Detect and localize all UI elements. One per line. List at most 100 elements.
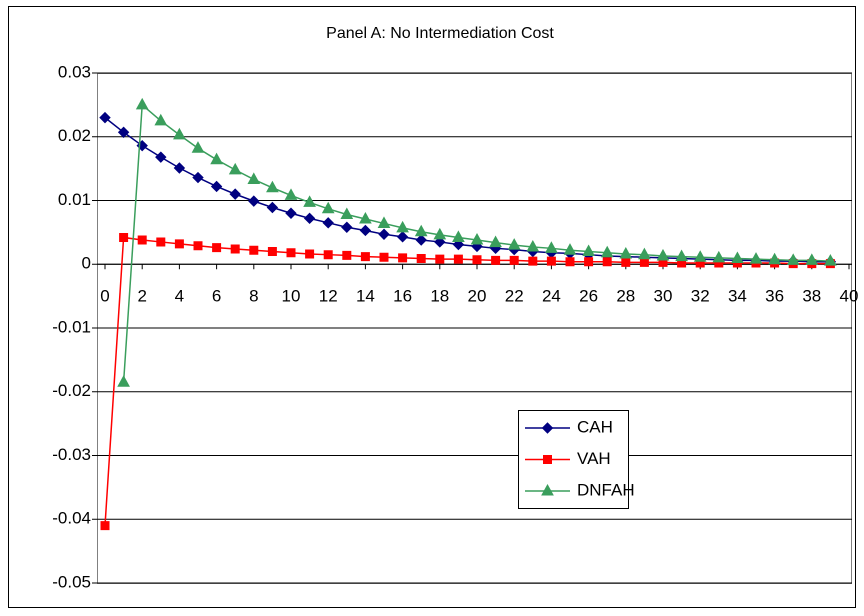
y-tick-label: -0.02 (52, 381, 91, 400)
x-tick-label: 8 (249, 287, 258, 306)
marker (173, 162, 186, 174)
marker (489, 235, 502, 248)
marker (156, 237, 166, 247)
marker (546, 256, 556, 266)
marker (228, 162, 242, 175)
y-tick-label: -0.03 (52, 445, 91, 464)
marker (267, 247, 277, 256)
marker (563, 243, 577, 255)
marker (619, 247, 633, 259)
marker (303, 212, 316, 225)
marker (693, 250, 707, 262)
marker (377, 216, 391, 228)
marker (528, 256, 538, 266)
marker (805, 253, 819, 265)
marker (249, 245, 259, 255)
marker (786, 253, 800, 265)
marker (507, 238, 521, 250)
marker (99, 111, 111, 124)
marker (359, 224, 372, 237)
x-tick-label: 24 (542, 287, 561, 306)
marker (342, 250, 352, 260)
marker (359, 211, 372, 224)
marker (212, 243, 222, 253)
x-tick-label: 18 (430, 287, 449, 306)
marker (303, 195, 316, 207)
marker (584, 257, 594, 267)
series-line (104, 236, 831, 526)
marker (193, 241, 203, 251)
marker (248, 195, 260, 207)
marker (491, 255, 501, 265)
y-tick-label: -0.01 (52, 317, 91, 336)
marker (117, 375, 130, 387)
marker (360, 252, 370, 262)
marker (191, 141, 205, 153)
y-tick-label: 0.02 (58, 126, 91, 145)
marker (322, 217, 334, 229)
marker (396, 231, 409, 243)
y-tick-label: 0 (82, 254, 91, 273)
x-tick-label: 12 (319, 287, 338, 306)
marker (565, 257, 575, 267)
x-tick-label: 34 (728, 287, 747, 306)
marker (321, 201, 335, 214)
marker (472, 255, 482, 265)
marker (749, 252, 763, 264)
marker (768, 252, 781, 265)
marker (621, 257, 631, 267)
marker (639, 257, 649, 267)
marker (509, 255, 519, 265)
marker (434, 236, 446, 248)
marker (452, 238, 465, 251)
legend-marker (541, 422, 554, 434)
marker (378, 228, 390, 240)
marker (433, 227, 447, 240)
marker (582, 244, 595, 256)
legend-label: CAH (577, 417, 613, 436)
marker (398, 253, 408, 263)
y-tick-label: 0.01 (58, 190, 91, 209)
marker (452, 230, 465, 242)
marker (285, 207, 297, 219)
x-tick-label: 36 (765, 287, 784, 306)
marker (600, 245, 614, 258)
marker (414, 224, 428, 237)
marker (341, 221, 353, 233)
chart-title: Panel A: No Intermediation Cost (326, 25, 554, 42)
marker (453, 254, 463, 264)
legend: CAH VAH DNFAH (518, 410, 635, 509)
y-tick-label: 0.03 (58, 62, 91, 81)
legend-marker (543, 455, 552, 464)
y-tick-label: -0.05 (52, 572, 91, 591)
marker (117, 126, 130, 138)
marker (824, 254, 837, 266)
marker (435, 254, 445, 264)
marker (135, 97, 149, 110)
marker (379, 252, 389, 262)
x-tick-label: 22 (505, 287, 524, 306)
marker (305, 249, 315, 259)
x-tick-label: 6 (212, 287, 221, 306)
marker (210, 180, 223, 193)
legend-label: VAH (577, 449, 611, 468)
marker (656, 248, 670, 261)
x-tick-label: 40 (840, 287, 859, 306)
x-tick-label: 16 (393, 287, 412, 306)
x-tick-label: 20 (468, 287, 487, 306)
marker (266, 180, 279, 193)
marker (340, 207, 354, 220)
marker (416, 254, 426, 264)
legend-marker (541, 483, 554, 496)
x-tick-label: 14 (356, 287, 375, 306)
marker (247, 172, 261, 184)
marker (602, 257, 612, 267)
x-tick-label: 2 (137, 287, 146, 306)
marker (731, 251, 744, 264)
marker (470, 232, 484, 245)
marker (100, 521, 110, 531)
marker (192, 171, 204, 184)
marker (396, 220, 409, 233)
marker (545, 241, 558, 253)
